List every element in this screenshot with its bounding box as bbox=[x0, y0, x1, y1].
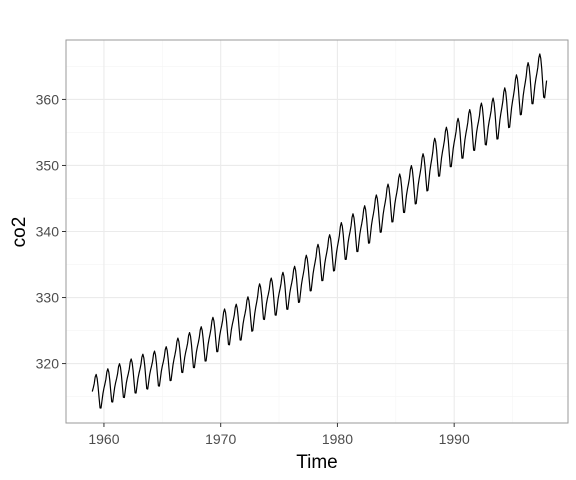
y-tick-label: 350 bbox=[36, 157, 60, 173]
y-axis-title: co2 bbox=[9, 217, 30, 248]
y-tick-label: 320 bbox=[36, 356, 60, 372]
y-tick-label: 360 bbox=[36, 91, 60, 107]
x-tick-label: 1970 bbox=[205, 431, 236, 447]
grid-major bbox=[66, 40, 568, 423]
x-axis: 1960 1970 1980 1990 bbox=[88, 423, 470, 447]
x-axis-title: Time bbox=[296, 452, 338, 473]
y-tick-label: 330 bbox=[36, 290, 60, 306]
y-axis: 320 330 340 350 360 bbox=[36, 91, 66, 372]
x-tick-label: 1990 bbox=[439, 431, 470, 447]
x-tick-label: 1960 bbox=[88, 431, 119, 447]
co2-series-line bbox=[91, 53, 548, 409]
x-tick-label: 1980 bbox=[322, 431, 353, 447]
y-tick-label: 340 bbox=[36, 224, 60, 240]
